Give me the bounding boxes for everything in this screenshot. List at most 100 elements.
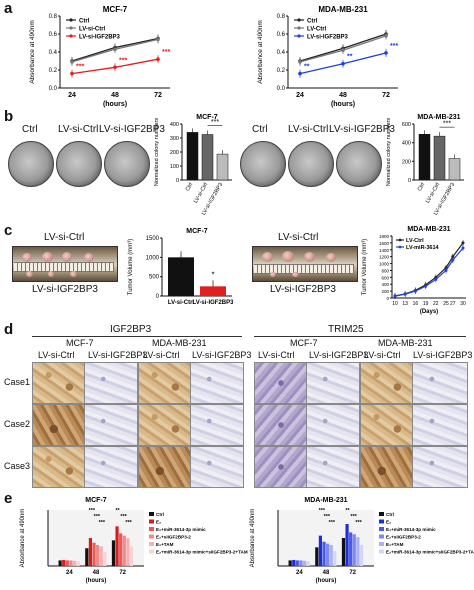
ruler (14, 262, 114, 272)
legend-label: LV-miR-3614 (406, 245, 440, 251)
bar (168, 257, 194, 296)
significance-mark: *** (324, 514, 331, 520)
ihc-col-6: LV-si-IGF2BP3 (309, 350, 369, 360)
ihc-image (32, 446, 86, 488)
y-tick-label: 0.8 (277, 14, 286, 20)
significance-mark: *** (162, 49, 170, 56)
tumor (70, 271, 77, 277)
legend-label: LV-si-Ctrl (79, 27, 106, 33)
tumor-label-top-left: LV-si-Ctrl (44, 232, 85, 243)
significance-mark: *** (355, 520, 362, 526)
y-axis-label: Absorbance at 490nm (29, 20, 36, 84)
significance-mark: *** (319, 508, 326, 514)
y-tick-label: 200 (381, 289, 389, 294)
legend-swatch (379, 534, 384, 539)
y-axis-label: Normalized colony numbers (154, 118, 160, 186)
significance-mark: *** (89, 508, 96, 514)
ihc-col-7: LV-si-Ctrl (364, 350, 401, 360)
y-tick-label: 800 (381, 268, 389, 273)
data-point (341, 48, 345, 52)
data-point (413, 289, 417, 293)
ihc-group-trim25: TRIM25 (328, 324, 364, 335)
y-tick-label: 0.0 (277, 86, 286, 92)
colony-dish (240, 141, 286, 187)
colony-dish (104, 141, 150, 187)
bar (62, 559, 66, 566)
ihc-line-mcf7: MCF-7 (66, 338, 94, 348)
x-tick-label: 24 (66, 570, 73, 576)
ihc-image (412, 404, 468, 446)
x-tick-label: LV-si-Ctrl (193, 182, 209, 204)
legend-label: E₂ (156, 520, 161, 525)
significance-mark: ** (304, 64, 310, 71)
tumor (270, 272, 276, 277)
bar (111, 540, 116, 566)
data-point (424, 284, 428, 288)
data-point (113, 47, 117, 52)
significance-mark: *** (125, 520, 132, 526)
ihc-image (306, 362, 360, 404)
x-tick-label: 72 (382, 92, 390, 99)
y-tick-label: 1200 (379, 255, 390, 260)
bar (349, 532, 353, 566)
bar (341, 538, 346, 566)
x-tick-label: 48 (339, 92, 347, 99)
legend-swatch (149, 542, 154, 546)
ihc-col-8: LV-si-IGF2BP3 (413, 350, 473, 360)
panel-e-right-chart: MDA-MB-231 Absorbance at 490nm 24 48 72 (hour… (250, 497, 474, 584)
bar (433, 135, 446, 181)
y-tick-label: 400 (170, 122, 179, 128)
x-tick-label: 24 (68, 92, 76, 99)
significance-mark: *** (211, 119, 219, 126)
ihc-image (412, 446, 468, 488)
chart-title: MDA-MB-231 (407, 226, 450, 233)
bar (288, 560, 292, 566)
ihc-line-mdamb231-right: MDA-MB-231 (378, 338, 433, 348)
legend-swatch (379, 512, 384, 516)
bar (69, 560, 73, 566)
data-point (298, 71, 302, 76)
bar (326, 543, 330, 566)
x-tick-label: 24 (296, 92, 304, 99)
significance-mark: ** (345, 508, 350, 514)
data-point (434, 277, 438, 281)
legend-label: E₂+TAM (386, 542, 404, 547)
x-tick-label: 30 (460, 301, 466, 307)
bar (356, 537, 360, 566)
chart-title: MCF-7 (103, 5, 128, 14)
ihc-image (32, 362, 86, 404)
ihc-line-mcf7-right: MCF-7 (290, 338, 318, 348)
data-point (70, 60, 74, 64)
ihc-image (360, 362, 414, 404)
data-point (461, 241, 465, 245)
dish-label-1: Ctrl (22, 124, 38, 135)
panel-label-c: c (4, 222, 13, 239)
data-point (393, 294, 397, 298)
panel-a-left-chart: MCF-7 0.0 0.2 0.4 0.6 0.8 24 48 72 (hours) Absorba… (29, 5, 170, 108)
bar (200, 286, 226, 296)
tumor (62, 252, 72, 262)
bar (76, 561, 80, 566)
data-point (298, 60, 302, 64)
bar (329, 545, 333, 566)
panel-b-left-chart: MCF-7 0 100 200 300 400 Normalized colony numb… (154, 114, 232, 216)
legend-label: LV-si-IGF2BP3 (79, 35, 121, 41)
ihc-image (84, 362, 138, 404)
dish-label-2: LV-si-Ctrl (58, 124, 99, 135)
x-axis-label: (hours) (103, 101, 127, 108)
tumor (42, 252, 53, 262)
x-axis-label: (hours) (316, 578, 337, 584)
legend-label: LV-Ctrl (307, 27, 327, 33)
y-tick-label: 200 (402, 159, 411, 165)
ihc-image (32, 404, 86, 446)
y-tick-label: 0.2 (49, 68, 58, 74)
bar (448, 158, 461, 181)
bar (299, 560, 303, 566)
bar (115, 526, 119, 566)
tumor (84, 253, 94, 262)
legend-swatch (149, 527, 154, 531)
y-tick-label: 1400 (379, 248, 390, 253)
significance-mark: *** (390, 43, 398, 50)
panel-label-e: e (4, 490, 13, 507)
data-point (444, 268, 448, 272)
